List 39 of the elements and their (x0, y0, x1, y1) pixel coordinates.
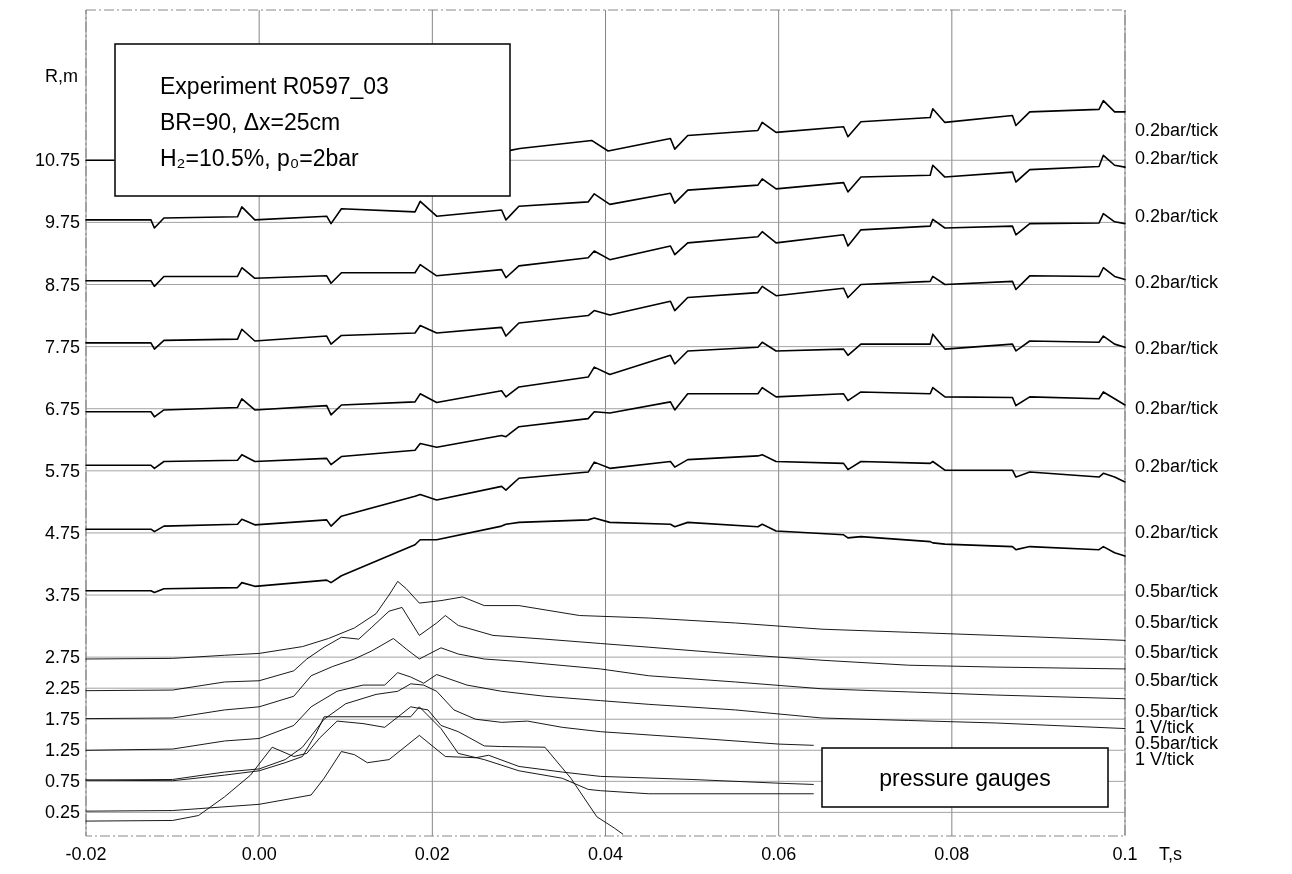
y-tick-label: 2.25 (44, 678, 80, 699)
x-tick-label: 0.04 (587, 844, 624, 864)
x-tick-label: 0.02 (414, 844, 450, 864)
annotation: H₂=10.5%, p₀=2bar (160, 145, 360, 171)
x-tick-label: -0.02 (65, 844, 107, 864)
x-tick-label: 0.06 (761, 844, 797, 864)
text: 0.2bar/tick (1135, 338, 1220, 358)
y-tick-label: 8.75 (44, 274, 80, 295)
text: 0.5bar/tick (1135, 670, 1220, 690)
x-tick-label: 0.1 (1112, 844, 1138, 864)
y-tick-label: 5.75 (44, 460, 80, 481)
y-tick-label: 7.75 (44, 336, 80, 357)
text: 0.5bar/tick (1135, 612, 1220, 632)
text: 0.5bar/tick (1135, 642, 1220, 662)
text: 0.2bar/tick (1135, 272, 1220, 292)
y-tick-label: 10.75 (34, 150, 80, 171)
y-tick-label: 4.75 (44, 522, 80, 543)
x-tick-label: 0.00 (241, 844, 277, 864)
y-tick-label: 1.75 (44, 709, 80, 730)
y-tick-label: 2.75 (44, 647, 80, 668)
text: 0.2bar/tick (1135, 120, 1220, 140)
text: 0.2bar/tick (1135, 206, 1220, 226)
text: 0.5bar/tick (1135, 581, 1220, 601)
text: 0.2bar/tick (1135, 456, 1220, 476)
y-axis-title: R,m (45, 66, 78, 86)
annotation: BR=90, Δx=25cm (160, 109, 341, 135)
x-tick-label: 0.08 (934, 844, 970, 864)
y-tick-label: 9.75 (44, 212, 80, 233)
text: 0.2bar/tick (1135, 148, 1220, 168)
text: 0.2bar/tick (1135, 398, 1220, 418)
y-tick-label: 0.75 (44, 771, 80, 792)
y-tick-label: 1.25 (44, 740, 80, 761)
annotation: pressure gauges (879, 765, 1051, 791)
y-tick-label: 0.25 (44, 802, 80, 823)
annotation: Experiment R0597_03 (160, 73, 389, 99)
text: 0.2bar/tick (1135, 522, 1220, 542)
x-axis-title: T,s (1159, 844, 1183, 864)
y-tick-label: 6.75 (44, 398, 80, 419)
y-tick-label: 3.75 (44, 585, 80, 606)
